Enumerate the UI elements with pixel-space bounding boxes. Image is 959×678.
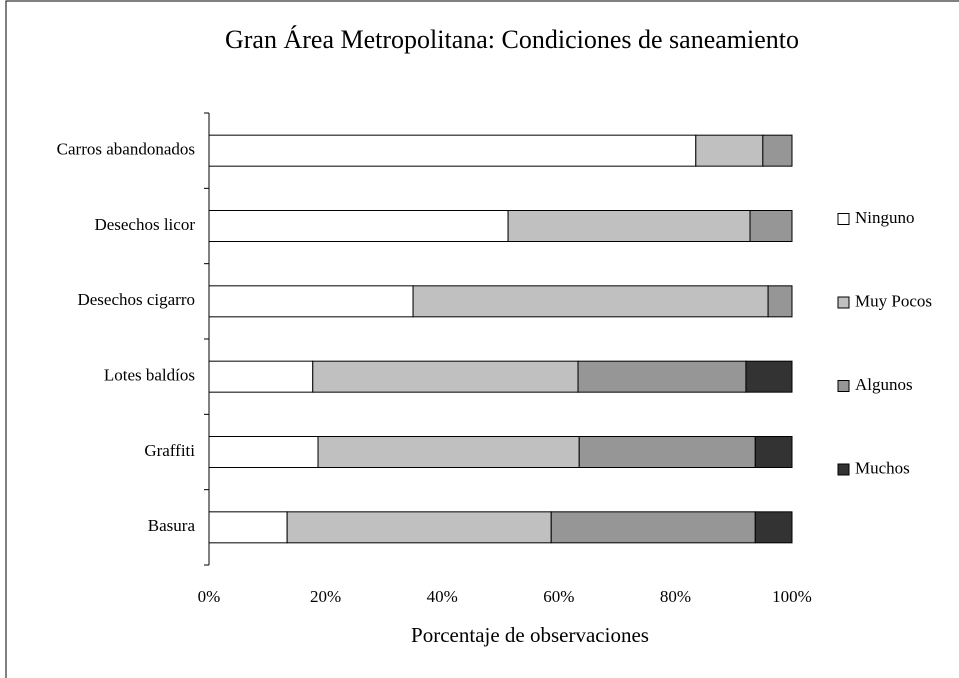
y-tick-label: Lotes baldíos xyxy=(104,366,195,385)
bar-segment xyxy=(550,511,756,544)
x-tick-label: 20% xyxy=(310,587,341,606)
y-tick-label: Graffiti xyxy=(144,441,195,460)
bar-segment xyxy=(208,134,697,167)
legend-label: Muchos xyxy=(855,458,910,477)
legend-swatch xyxy=(837,296,850,309)
bar-segment xyxy=(312,360,579,393)
legend-label: Ninguno xyxy=(855,208,915,227)
legend-swatch xyxy=(837,213,850,225)
chart-title: Gran Área Metropolitana: Condiciones de … xyxy=(225,25,799,54)
legend-swatch xyxy=(837,380,850,392)
bar-segment xyxy=(208,360,314,393)
bar-segment xyxy=(754,436,793,468)
y-tick-label: Carros abandonados xyxy=(57,140,195,159)
bar-segment xyxy=(412,285,769,318)
y-tick-label: Desechos licor xyxy=(94,215,195,234)
bar-segment xyxy=(767,285,793,318)
legend-swatch xyxy=(837,463,850,476)
bar-segment xyxy=(507,210,751,242)
bar-segment xyxy=(577,360,747,393)
y-tick-label: Basura xyxy=(148,516,196,535)
bar-segment xyxy=(208,511,288,544)
x-axis-title: Porcentaje de observaciones xyxy=(411,623,649,647)
bar-segment xyxy=(578,436,756,468)
x-tick-label: 60% xyxy=(543,587,574,606)
x-tick-label: 100% xyxy=(772,587,812,606)
bar-segment xyxy=(208,436,319,468)
bar-segment xyxy=(286,511,552,544)
bar-segment xyxy=(317,436,580,468)
x-tick-label: 40% xyxy=(427,587,458,606)
bar-segment xyxy=(762,134,793,167)
bar-segment xyxy=(754,511,793,544)
y-tick-label: Desechos cigarro xyxy=(77,290,195,309)
bar-segment xyxy=(745,360,793,393)
bar-segment xyxy=(695,134,764,167)
bar-segment xyxy=(208,285,414,318)
bar-segment xyxy=(208,210,509,242)
legend-label: Algunos xyxy=(855,375,913,394)
x-tick-label: 80% xyxy=(660,587,691,606)
x-tick-label: 0% xyxy=(198,587,221,606)
chart-frame xyxy=(5,0,959,678)
bar-segment xyxy=(749,210,793,242)
legend-label: Muy Pocos xyxy=(855,291,932,310)
